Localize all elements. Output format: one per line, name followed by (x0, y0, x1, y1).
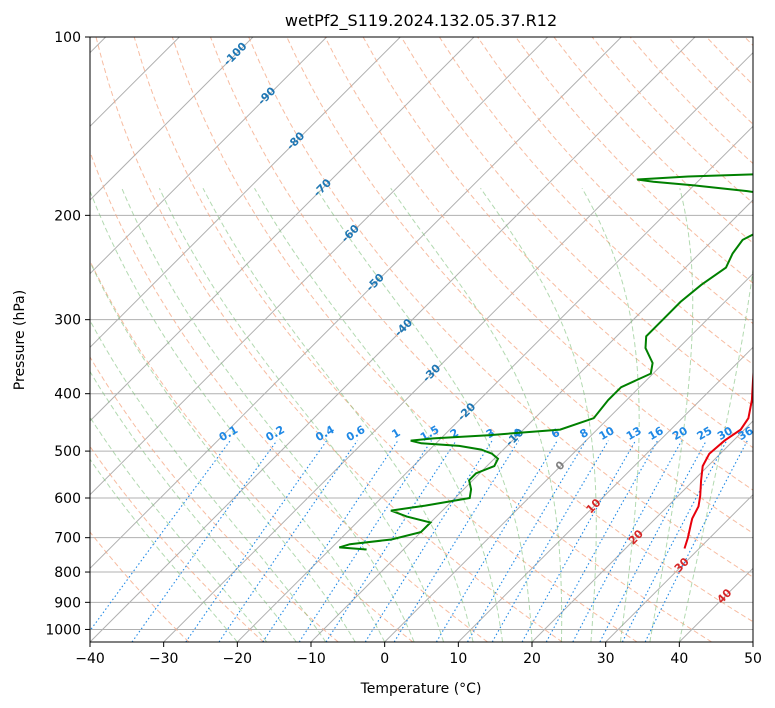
chart-title: wetPf2_S119.2024.132.05.37.R12 (285, 11, 557, 31)
mixing-ratio-label: 36 (736, 424, 756, 443)
dry-adiabat (90, 531, 190, 642)
isotherm-line (90, 37, 696, 642)
moist-adiabat (121, 188, 415, 642)
mixing-ratio-lines (90, 440, 748, 642)
isotherm-line (384, 272, 753, 642)
moist-adiabat (90, 416, 268, 642)
x-tick-label: 50 (744, 651, 762, 667)
x-tick-label: 30 (597, 651, 615, 667)
mixing-ratio-line (491, 440, 609, 642)
moist-adiabat (649, 188, 694, 642)
y-tick-label: 400 (54, 387, 81, 403)
y-tick-label: 300 (54, 313, 81, 329)
y-axis: 1000 900 800 700 600 500 400 300 200 100 (45, 30, 90, 638)
dry-adiabat (90, 445, 264, 642)
dry-adiabat (400, 37, 753, 407)
isotherm-line (90, 37, 622, 570)
dry-adiabat (90, 356, 339, 642)
dry-adiabat (133, 37, 638, 642)
y-tick-label: 100 (54, 30, 81, 46)
moist-adiabat (158, 187, 445, 642)
y-tick-label: 200 (54, 208, 81, 224)
x-tick-label: −30 (149, 651, 179, 667)
moist-adiabat (254, 187, 503, 642)
isotherm-line (90, 37, 328, 275)
dry-adiabat (324, 37, 753, 491)
dry-adiabats (90, 37, 753, 642)
isotherm-line (605, 493, 753, 642)
mixing-ratio-line (325, 440, 457, 642)
plot-area (90, 37, 753, 642)
mixing-ratio-line (644, 440, 748, 642)
x-tick-label: 0 (380, 651, 389, 667)
moist-adiabat (480, 187, 597, 642)
moist-adiabat (90, 319, 327, 642)
moist-adiabat (90, 189, 386, 642)
y-axis-label: Pressure (hPa) (12, 290, 28, 390)
mixing-ratio-line (262, 440, 399, 642)
x-axis-label: Temperature (°C) (360, 681, 482, 697)
dry-adiabat (90, 150, 488, 642)
mixing-ratio-line (521, 440, 637, 642)
isotherm-line (163, 51, 753, 642)
isotherm-line (90, 37, 475, 422)
dry-adiabat (438, 37, 753, 366)
y-tick-label: 800 (54, 565, 81, 581)
isotherm-line (90, 37, 254, 201)
plot-frame (89, 36, 754, 643)
x-tick-label: 20 (523, 651, 541, 667)
mixing-ratio-line (185, 440, 328, 642)
dry-adiabat (210, 37, 753, 623)
moist-adiabat (90, 260, 356, 642)
isotherm-line (90, 37, 549, 496)
dry-adiabat (248, 37, 753, 578)
x-tick-label: −20 (223, 651, 253, 667)
y-tick-label: 1000 (45, 622, 81, 638)
mixing-ratio-line (364, 440, 493, 642)
x-tick-label: −40 (75, 651, 105, 667)
moist-adiabat (581, 187, 640, 642)
mixing-ratio-line (393, 440, 520, 642)
x-axis: −40 −30 −20 −10 0 10 20 30 40 50 (75, 642, 762, 667)
x-tick-label: 10 (449, 651, 467, 667)
moist-adiabat (678, 265, 753, 642)
mixing-ratio-line (90, 440, 231, 632)
mixing-ratio-line (298, 440, 432, 642)
y-tick-label: 500 (54, 444, 81, 460)
moist-adiabat (202, 187, 474, 642)
moist-adiabat (90, 370, 297, 642)
moist-adiabat (315, 187, 533, 642)
isotherm-line (90, 37, 401, 349)
mixing-ratio-line (467, 440, 587, 642)
dewpoint-profile (339, 173, 753, 551)
mixing-ratio-line (545, 440, 659, 642)
moist-adiabat (90, 458, 238, 642)
sounding-series (339, 173, 753, 551)
mixing-ratio-line (131, 440, 278, 642)
mixing-ratio-line (435, 440, 558, 642)
x-tick-label: 40 (670, 651, 688, 667)
isotherm-line (531, 420, 753, 642)
mixing-ratio-line (572, 440, 683, 642)
dry-adiabat (171, 37, 712, 642)
dry-adiabat (515, 37, 753, 284)
moist-adiabat (390, 187, 563, 642)
y-tick-label: 700 (54, 531, 81, 547)
moist-adiabats (90, 187, 753, 642)
y-tick-label: 600 (54, 491, 81, 507)
dry-adiabat (95, 37, 563, 642)
dry-adiabat (90, 259, 414, 642)
temperature-profile (683, 364, 753, 549)
y-tick-label: 900 (54, 595, 81, 611)
x-tick-label: −10 (296, 651, 326, 667)
isotherm-line (236, 125, 753, 642)
